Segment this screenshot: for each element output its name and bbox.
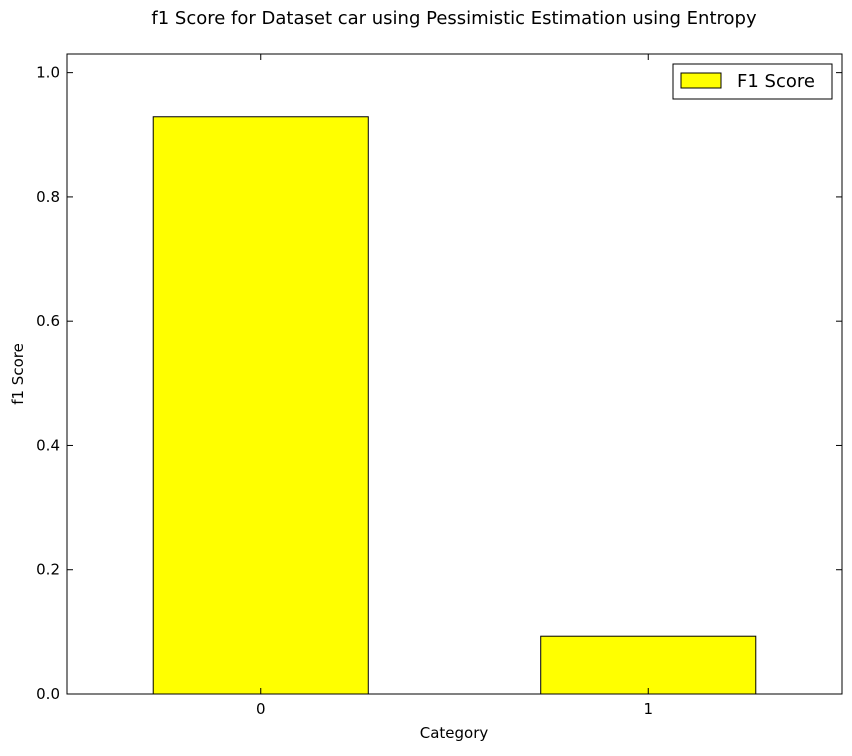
x-tick-label: 1 [643,700,653,718]
y-tick-label: 0.8 [36,188,60,206]
y-tick-label: 0.6 [36,312,60,330]
plot-frame [66,53,843,695]
y-tick-label: 0.4 [36,436,60,454]
chart-title: f1 Score for Dataset car using Pessimist… [151,8,757,29]
bars-group [152,116,757,695]
x-tick-label: 0 [256,700,266,718]
y-tick-label: 1.0 [36,64,60,82]
y-tick-label: 0.0 [36,685,60,703]
bar-1 [540,635,757,695]
legend-label: F1 Score [737,71,815,92]
y-axis-label: f1 Score [9,343,27,405]
legend: F1 Score [672,63,833,100]
legend-swatch [680,72,722,89]
y-tick-label: 0.2 [36,561,60,579]
x-axis-label: Category [420,724,489,742]
bar-0 [152,116,369,695]
